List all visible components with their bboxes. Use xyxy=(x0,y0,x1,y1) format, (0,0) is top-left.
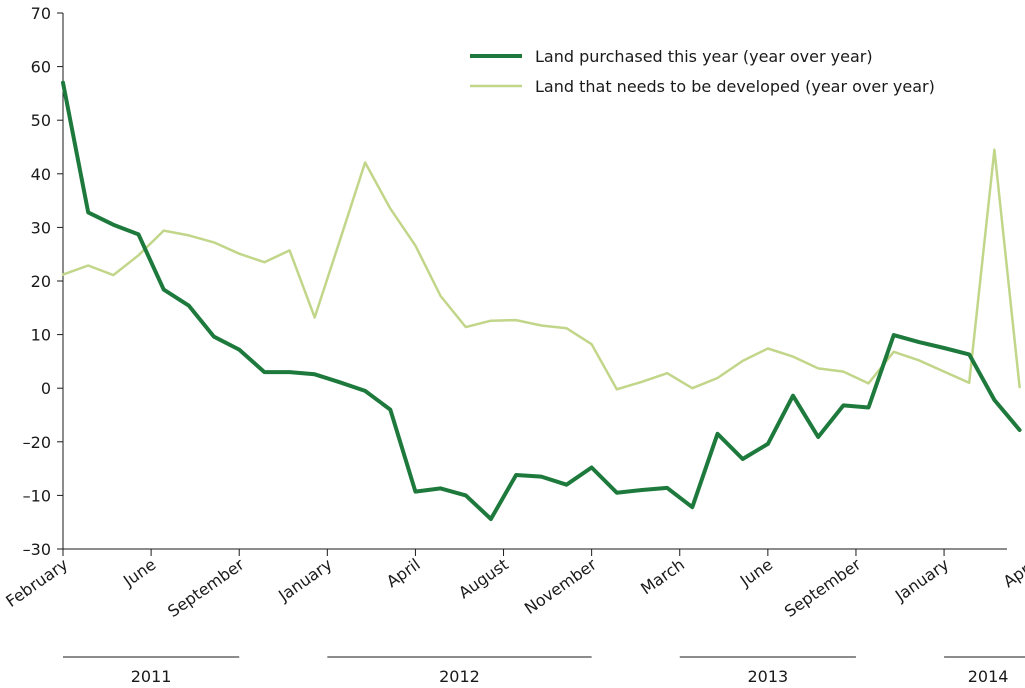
x-axis: February June September January April August N… xyxy=(2,548,1025,621)
year-groups: 2011 2012 2013 2014 xyxy=(63,656,1025,686)
y-tick-label: 70 xyxy=(31,4,51,23)
x-tick-label: January xyxy=(274,555,335,606)
x-tick-label: April xyxy=(1000,555,1025,592)
x-tick-label: September xyxy=(781,554,865,621)
y-tick-label: 10 xyxy=(31,326,51,345)
x-tick-label: April xyxy=(383,555,424,592)
y-tick-label: 40 xyxy=(31,165,51,184)
legend-label: Land purchased this year (year over year… xyxy=(535,47,873,66)
series-line-0 xyxy=(61,80,1022,521)
y-tick-label: –10 xyxy=(23,486,51,505)
y-tick-label: –30 xyxy=(23,540,51,559)
legend-label: Land that needs to be developed (year ov… xyxy=(535,77,935,96)
x-tick-label: February xyxy=(2,555,71,611)
year-label: 2012 xyxy=(439,667,480,686)
y-tick-label: –20 xyxy=(23,433,51,452)
legend: Land purchased this year (year over year… xyxy=(470,47,935,96)
year-label: 2011 xyxy=(131,667,172,686)
x-tick-label: June xyxy=(119,555,159,591)
series-layer xyxy=(61,80,1022,521)
x-tick-label: June xyxy=(736,555,776,591)
y-tick-label: 50 xyxy=(31,111,51,130)
y-tick-label: 20 xyxy=(31,272,51,291)
x-tick-label: August xyxy=(455,555,512,603)
series-line-1 xyxy=(61,148,1021,391)
y-axis: –30 –10 –20 0 10 20 30 40 50 60 70 xyxy=(23,4,64,559)
x-tick-label: March xyxy=(637,555,688,599)
x-tick-label: January xyxy=(891,555,952,606)
x-tick-label: November xyxy=(521,554,600,618)
x-tick-label: September xyxy=(164,554,248,621)
year-label: 2014 xyxy=(968,667,1009,686)
year-label: 2013 xyxy=(747,667,788,686)
y-tick-label: 30 xyxy=(31,218,51,237)
y-tick-label: 60 xyxy=(31,58,51,77)
y-tick-label: 0 xyxy=(41,379,51,398)
